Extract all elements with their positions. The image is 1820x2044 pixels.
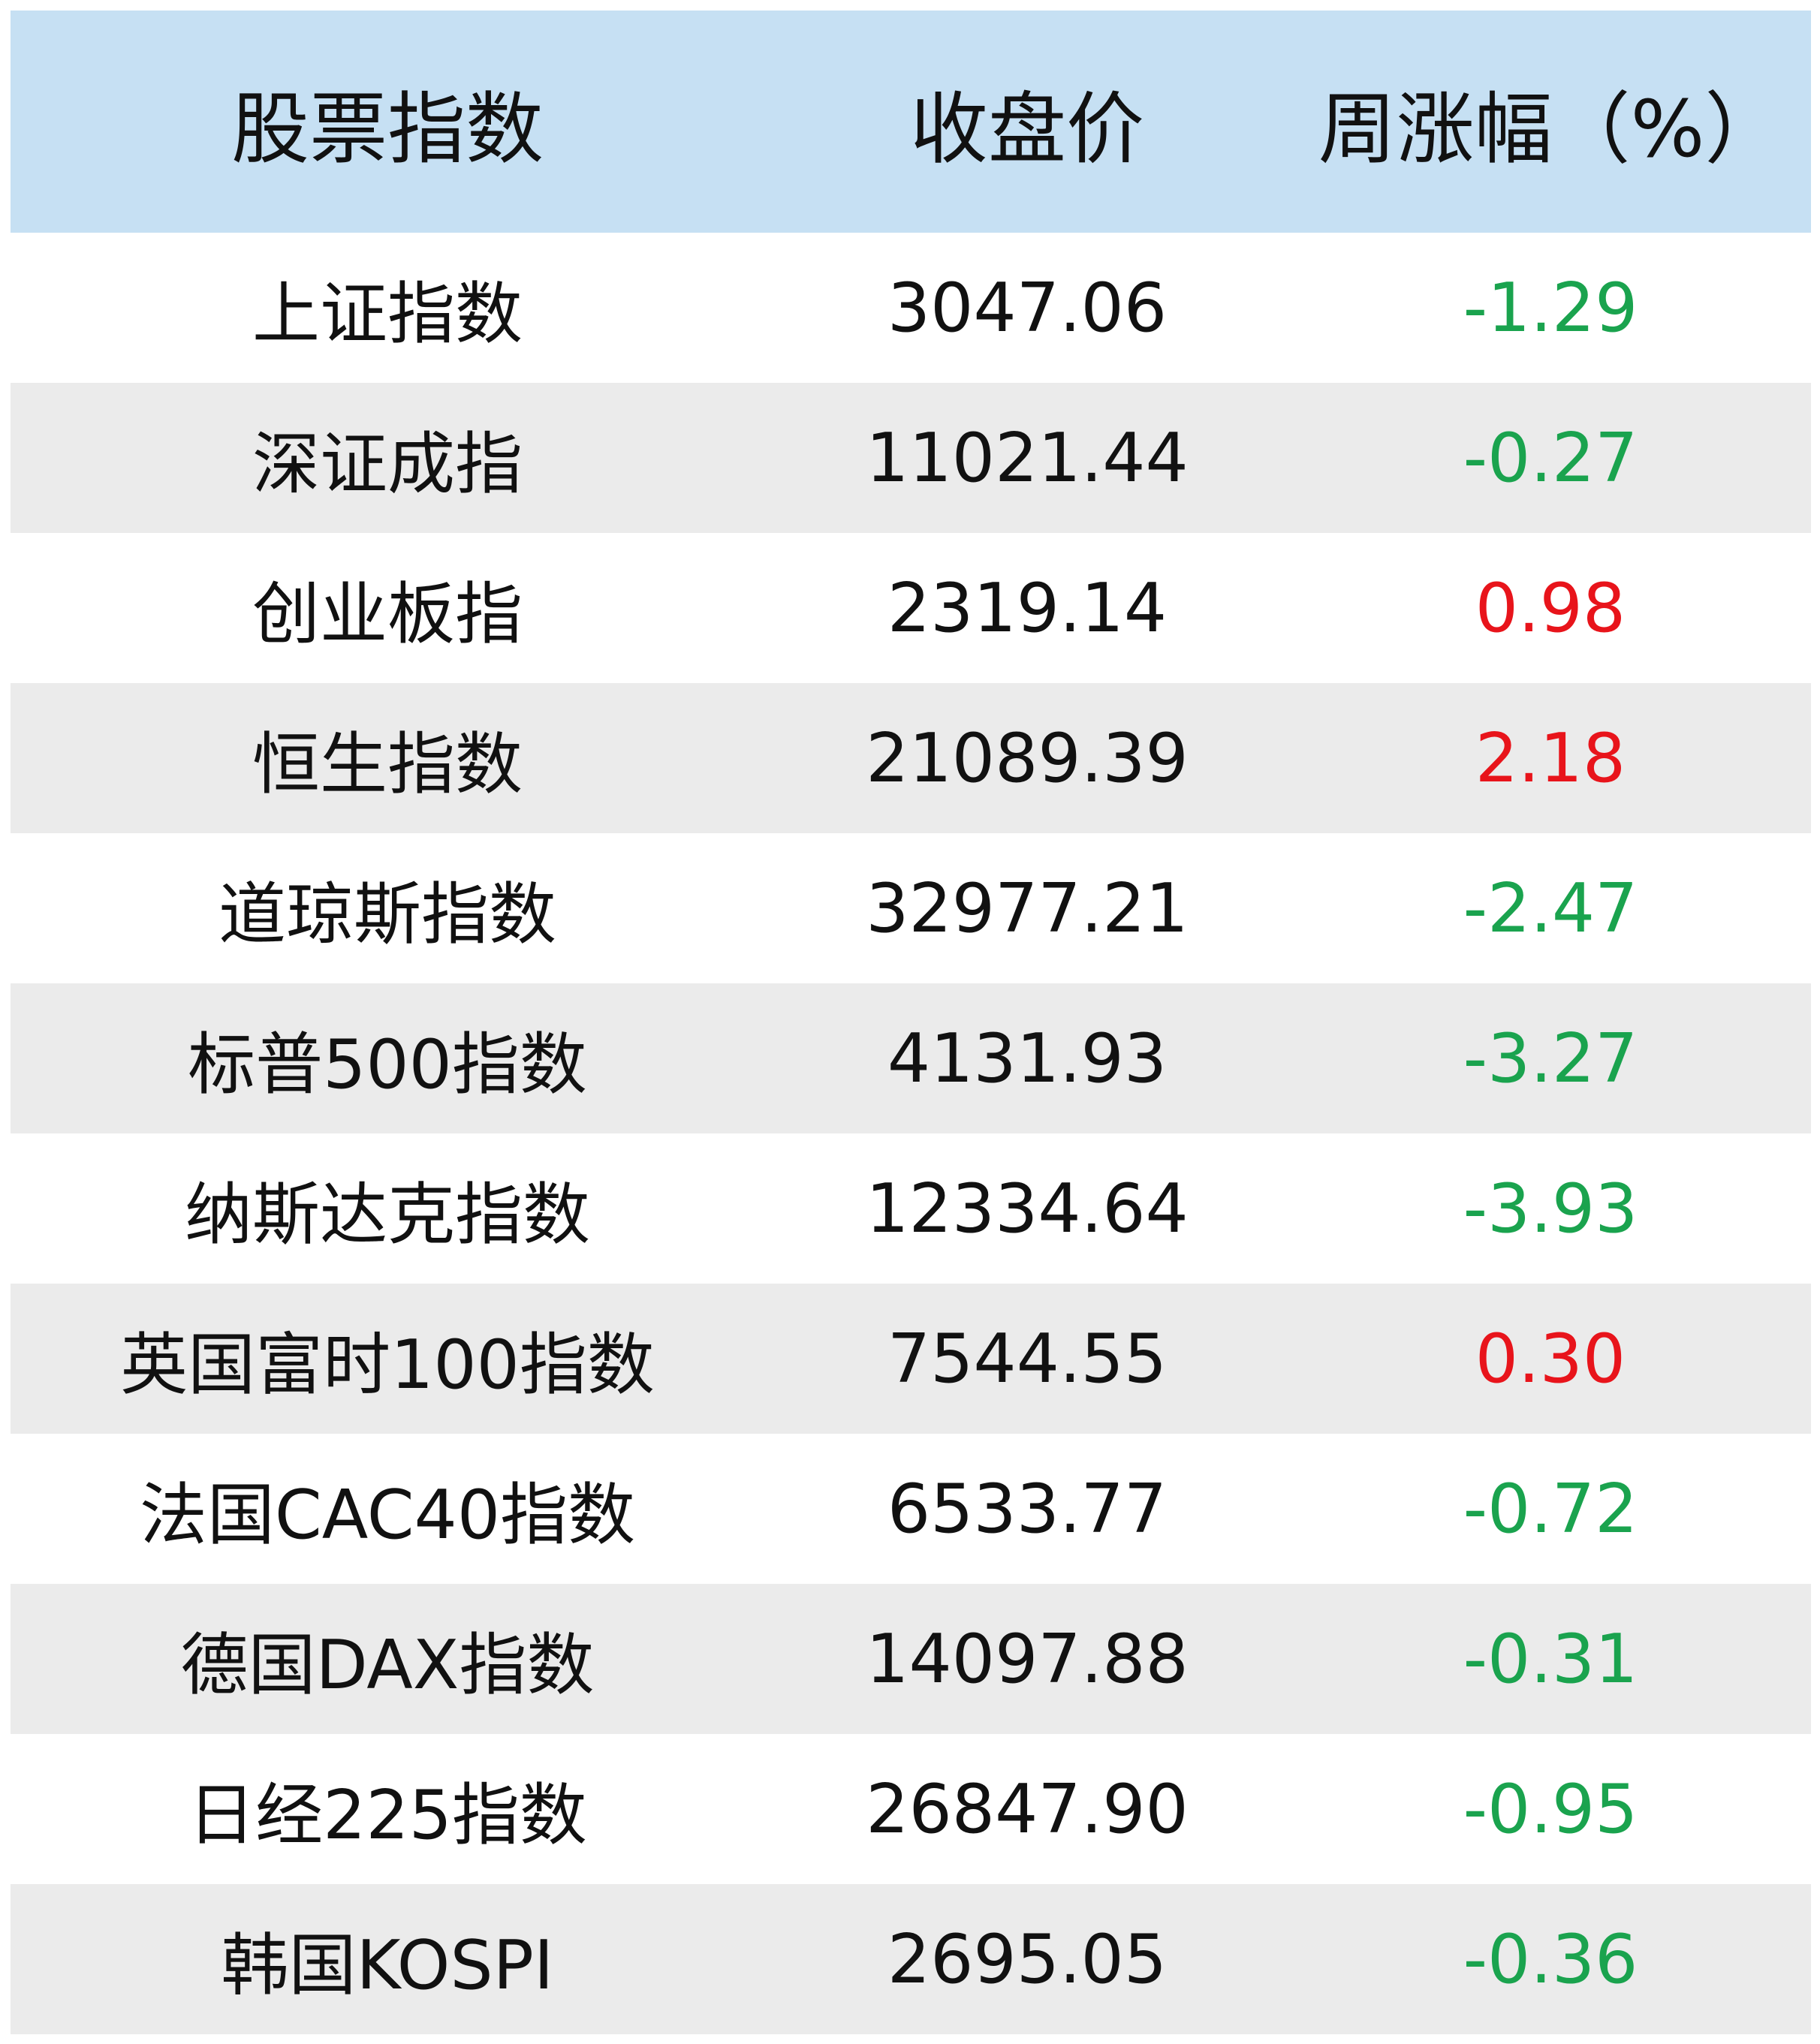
- index-name: 英国富时100指数: [120, 1326, 655, 1404]
- weekly-change: -0.36: [1463, 1919, 1638, 1999]
- header-cell: 周涨幅（%）: [1318, 83, 1783, 175]
- header-row: 股票指数 收盘价 周涨幅（%）: [11, 11, 1811, 233]
- weekly-change: -0.72: [1463, 1469, 1638, 1549]
- close-price: 11021.44: [866, 418, 1189, 498]
- table-header: 股票指数 收盘价 周涨幅（%）: [11, 11, 1811, 233]
- header-cell: 股票指数: [231, 83, 544, 175]
- table-row: 创业板指 2319.14 0.98: [11, 533, 1811, 683]
- weekly-change: -0.27: [1463, 418, 1638, 498]
- weekly-change: -0.95: [1463, 1769, 1638, 1849]
- table-row: 韩国KOSPI 2695.05 -0.36: [11, 1884, 1811, 2034]
- table-row: 标普500指数 4131.93 -3.27: [11, 983, 1811, 1133]
- close-price: 26847.90: [866, 1769, 1189, 1849]
- table-row: 道琼斯指数 32977.21 -2.47: [11, 833, 1811, 983]
- index-table: 股票指数 收盘价 周涨幅（%） 上证指数 3047.06 -1.29 深证成指 11021.…: [11, 11, 1811, 2034]
- index-name: 纳斯达克指数: [185, 1176, 590, 1254]
- close-price: 21089.39: [866, 718, 1189, 798]
- table-row: 法国CAC40指数 6533.77 -0.72: [11, 1434, 1811, 1584]
- index-name: 日经225指数: [188, 1776, 587, 1855]
- close-price: 32977.21: [866, 868, 1189, 948]
- weekly-change: -1.29: [1463, 268, 1638, 348]
- index-name: 恒生指数: [252, 725, 523, 804]
- index-name: 标普500指数: [188, 1025, 587, 1104]
- close-price: 4131.93: [887, 1019, 1168, 1098]
- table-row: 深证成指 11021.44 -0.27: [11, 383, 1811, 533]
- close-price: 2319.14: [887, 568, 1168, 648]
- index-name: 韩国KOSPI: [221, 1926, 554, 2005]
- weekly-change: 0.98: [1475, 568, 1626, 648]
- header-cell: 收盘价: [909, 83, 1144, 175]
- close-price: 7544.55: [887, 1319, 1168, 1398]
- table-row: 英国富时100指数 7544.55 0.30: [11, 1284, 1811, 1434]
- index-name: 德国DAX指数: [180, 1626, 595, 1705]
- table-row: 上证指数 3047.06 -1.29: [11, 233, 1811, 383]
- weekly-change: -2.47: [1463, 868, 1638, 948]
- table-row: 德国DAX指数 14097.88 -0.31: [11, 1584, 1811, 1734]
- weekly-change: 2.18: [1475, 718, 1626, 798]
- index-name: 上证指数: [252, 275, 523, 354]
- table-row: 恒生指数 21089.39 2.18: [11, 683, 1811, 833]
- index-name: 创业板指: [252, 575, 523, 654]
- table-row: 日经225指数 26847.90 -0.95: [11, 1734, 1811, 1884]
- index-name: 道琼斯指数: [218, 875, 556, 954]
- table-body: 上证指数 3047.06 -1.29 深证成指 11021.44 -0.27 创业板指 231…: [11, 233, 1811, 2034]
- close-price: 12334.64: [866, 1169, 1189, 1248]
- weekly-change: -0.31: [1463, 1619, 1638, 1699]
- index-name: 法国CAC40指数: [139, 1476, 636, 1555]
- weekly-change: -3.27: [1463, 1019, 1638, 1098]
- close-price: 2695.05: [887, 1919, 1168, 1999]
- index-name: 深证成指: [252, 425, 523, 504]
- weekly-change: 0.30: [1475, 1319, 1626, 1398]
- close-price: 6533.77: [887, 1469, 1168, 1549]
- table-row: 纳斯达克指数 12334.64 -3.93: [11, 1133, 1811, 1284]
- weekly-change: -3.93: [1463, 1169, 1638, 1248]
- close-price: 3047.06: [887, 268, 1168, 348]
- close-price: 14097.88: [866, 1619, 1189, 1699]
